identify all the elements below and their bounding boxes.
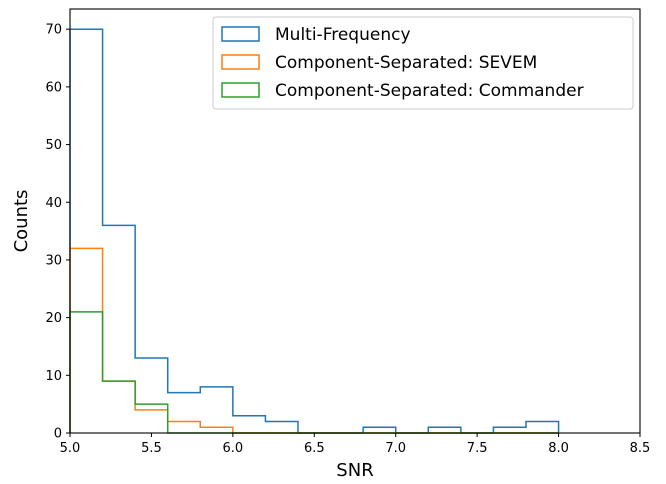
legend: Multi-Frequency Component-Separated: SEVE… <box>212 16 634 110</box>
y-tick-label: 10 <box>45 369 62 384</box>
legend-swatch-0 <box>221 26 260 42</box>
legend-label-0: Multi-Frequency <box>275 25 411 45</box>
legend-swatch-1 <box>221 54 260 70</box>
x-tick-label: 5.0 <box>60 441 81 456</box>
x-tick-label: 6.5 <box>304 441 325 456</box>
x-tick-label: 7.0 <box>385 441 406 456</box>
y-tick-label: 50 <box>45 138 62 153</box>
y-tick-label: 0 <box>54 427 62 442</box>
plot-frame <box>69 8 641 434</box>
legend-label-1: Component-Separated: SEVEM <box>275 53 537 73</box>
y-tick-label: 40 <box>45 196 62 211</box>
legend-label-2: Component-Separated: Commander <box>275 81 584 101</box>
y-tick-label: 60 <box>45 80 62 95</box>
x-tick-label: 6.0 <box>223 441 244 456</box>
y-axis-label: Counts <box>11 190 32 253</box>
x-tick-label: 8.0 <box>548 441 569 456</box>
x-tick-label: 5.5 <box>141 441 162 456</box>
x-axis-label: SNR <box>336 460 373 481</box>
legend-swatch-2 <box>221 82 260 98</box>
x-tick-label: 7.5 <box>467 441 488 456</box>
x-axis-ticks: 5.0 5.5 6.0 6.5 7.0 7.5 8.0 8.5 <box>60 433 651 456</box>
y-tick-label: 30 <box>45 253 62 268</box>
x-tick-label: 8.5 <box>630 441 651 456</box>
y-tick-label: 70 <box>45 23 62 38</box>
legend-box <box>212 16 634 110</box>
y-axis-ticks: 0 10 20 30 40 50 60 70 <box>45 23 70 442</box>
y-tick-label: 20 <box>45 311 62 326</box>
